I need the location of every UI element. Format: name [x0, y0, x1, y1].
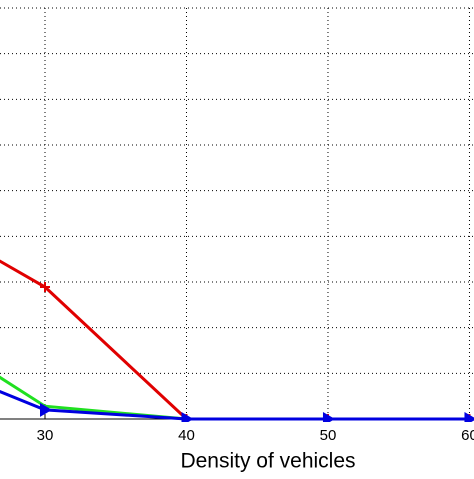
- x-tick-label: 50: [320, 427, 337, 444]
- x-tick-label: 60: [461, 427, 474, 444]
- x-tick-label: 40: [178, 427, 195, 444]
- marker: [322, 412, 335, 422]
- x-axis-label: Density of vehicles: [180, 450, 355, 473]
- marker: [181, 412, 194, 422]
- x-tick-label: 30: [37, 427, 54, 444]
- plot-area: [0, 259, 474, 422]
- series-line: [0, 259, 470, 421]
- marker: [39, 402, 52, 417]
- marker: [464, 412, 474, 422]
- marker: [39, 282, 50, 293]
- series-line: [0, 389, 470, 421]
